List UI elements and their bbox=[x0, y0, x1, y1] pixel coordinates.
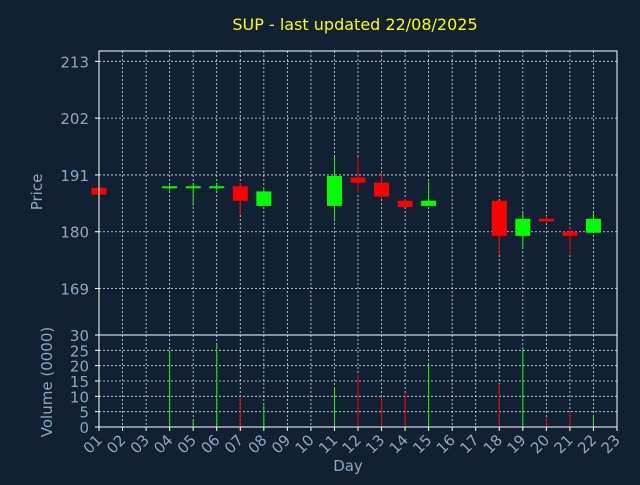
x-tick-label: 23 bbox=[598, 431, 624, 457]
price-tick-label: 180 bbox=[60, 224, 89, 242]
candle-body bbox=[162, 186, 178, 189]
volume-tick-label: 30 bbox=[70, 327, 89, 345]
x-tick-label: 12 bbox=[339, 431, 365, 457]
candle-body bbox=[421, 200, 437, 206]
x-axis-ticks: 0102030405060708091011121314151617181920… bbox=[80, 427, 624, 457]
x-tick-label: 05 bbox=[174, 431, 200, 457]
candle-body bbox=[491, 200, 507, 236]
volume-tick-label: 5 bbox=[79, 404, 89, 422]
x-tick-label: 19 bbox=[503, 431, 529, 457]
volume-tick-label: 20 bbox=[70, 358, 89, 376]
candle-body bbox=[256, 191, 272, 206]
x-tick-label: 17 bbox=[456, 431, 482, 457]
candle-body bbox=[538, 218, 554, 222]
volume-tick-label: 0 bbox=[79, 419, 89, 437]
price-tick-label: 213 bbox=[60, 53, 89, 71]
volume-tick-label: 25 bbox=[70, 342, 89, 360]
x-tick-label: 03 bbox=[127, 431, 153, 457]
x-tick-label: 15 bbox=[409, 431, 435, 457]
candle-body bbox=[585, 218, 601, 233]
x-tick-label: 13 bbox=[362, 431, 388, 457]
price-axis-label: Price bbox=[28, 174, 46, 211]
price-tick-label: 169 bbox=[60, 281, 89, 299]
candle-body bbox=[374, 182, 390, 197]
x-tick-label: 21 bbox=[551, 431, 577, 457]
candle-body bbox=[185, 186, 201, 189]
x-tick-label: 10 bbox=[292, 431, 318, 457]
volume-axis-label: Volume (0000) bbox=[38, 327, 56, 437]
x-tick-label: 20 bbox=[527, 431, 553, 457]
x-tick-label: 08 bbox=[244, 431, 270, 457]
candle-body bbox=[515, 218, 531, 236]
x-axis-label: Day bbox=[333, 457, 363, 475]
candle-body bbox=[562, 231, 578, 236]
x-tick-label: 07 bbox=[221, 431, 247, 457]
candle-body bbox=[209, 186, 225, 189]
volume-tick-label: 10 bbox=[70, 388, 89, 406]
x-tick-label: 14 bbox=[386, 431, 412, 457]
volume-tick-label: 15 bbox=[70, 373, 89, 391]
candle-body bbox=[397, 200, 413, 207]
x-tick-label: 02 bbox=[103, 431, 129, 457]
candle-body bbox=[326, 175, 342, 206]
price-tick-label: 191 bbox=[60, 167, 89, 185]
chart-title: SUP - last updated 22/08/2025 bbox=[232, 15, 477, 34]
x-tick-label: 06 bbox=[197, 431, 223, 457]
x-tick-label: 11 bbox=[315, 431, 341, 457]
price-panel: 169 180 191 202 213 bbox=[60, 50, 618, 336]
candle-body bbox=[350, 177, 366, 183]
price-tick-label: 202 bbox=[60, 110, 89, 128]
x-tick-label: 18 bbox=[480, 431, 506, 457]
x-tick-label: 16 bbox=[433, 431, 459, 457]
x-tick-label: 09 bbox=[268, 431, 294, 457]
candle-body bbox=[232, 186, 248, 201]
x-tick-label: 04 bbox=[150, 431, 176, 457]
x-tick-label: 22 bbox=[574, 431, 600, 457]
